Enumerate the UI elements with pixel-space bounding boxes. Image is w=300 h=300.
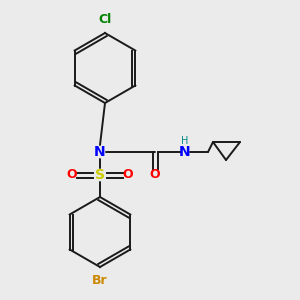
Text: H: H: [181, 136, 189, 146]
Text: N: N: [179, 145, 191, 159]
Text: O: O: [150, 169, 160, 182]
Text: Cl: Cl: [98, 13, 112, 26]
Text: S: S: [95, 168, 105, 182]
Text: Br: Br: [92, 274, 108, 287]
Text: O: O: [123, 169, 133, 182]
Text: O: O: [67, 169, 77, 182]
Text: N: N: [94, 145, 106, 159]
